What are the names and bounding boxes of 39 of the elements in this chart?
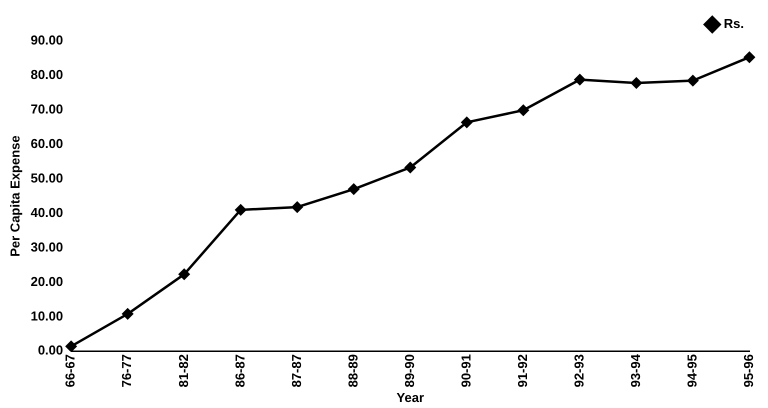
x-tick-label: 87-87: [288, 354, 304, 388]
point: [574, 74, 586, 86]
x-tick-label: 66-67: [62, 354, 78, 388]
x-tick-label: 86-87: [232, 354, 248, 388]
y-tick-label: 0.00: [38, 342, 64, 358]
y-tick-label: 50.00: [30, 170, 64, 186]
y-tick-label: 30.00: [30, 239, 64, 254]
point: [122, 308, 134, 320]
point: [234, 204, 247, 216]
y-tick-label: 70.00: [30, 102, 64, 116]
point: [460, 116, 473, 128]
point: [291, 201, 304, 214]
x-tick-label: 81-82: [176, 354, 191, 388]
x-tick-label: 94-95: [684, 354, 700, 388]
y-axis-title: Per Capita Expense: [7, 135, 22, 257]
point: [404, 161, 416, 174]
x-tick-label: 90-91: [458, 354, 474, 388]
point: [517, 104, 530, 116]
x-tick-label: 93-94: [628, 353, 643, 388]
x-axis-title: Year: [396, 390, 424, 405]
x-tick-label: 76-77: [119, 354, 134, 388]
y-tick-label: 90.00: [30, 32, 64, 48]
legend-label: Rs.: [724, 16, 744, 32]
point: [630, 77, 642, 90]
x-tick-label: 89-90: [402, 354, 417, 388]
x-tick-label: 95-96: [740, 354, 756, 388]
y-tick-label: 40.00: [30, 204, 64, 220]
y-tick-label: 80.00: [30, 67, 64, 82]
x-tick-label: 91-92: [514, 354, 530, 388]
y-tick-label: 10.00: [30, 308, 64, 324]
point: [65, 340, 78, 352]
point: [348, 183, 360, 196]
point: [686, 74, 699, 87]
x-tick-label: 92-93: [571, 354, 586, 388]
y-tick-label: 60.00: [30, 136, 64, 151]
point: [743, 51, 756, 64]
x-tick-label: 88-89: [345, 354, 360, 388]
y-tick-label: 20.00: [30, 274, 64, 289]
point: [178, 268, 190, 280]
